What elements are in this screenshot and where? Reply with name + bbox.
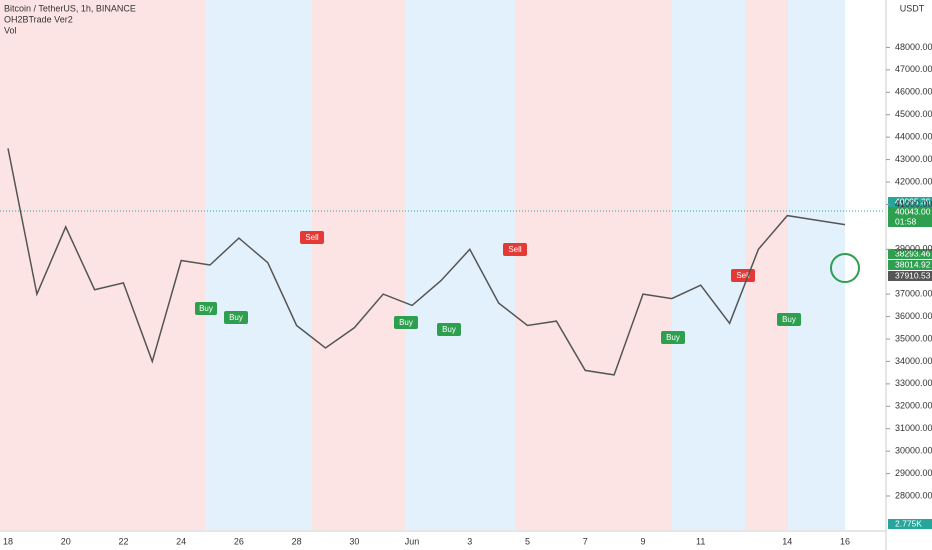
price-badge: 40043.00 [895,206,931,216]
y-tick-label: 34000.00 [895,356,932,366]
x-tick-label: 14 [782,536,792,546]
y-tick-label: 31000.00 [895,423,932,433]
price-badge: 37910.53 [895,270,931,280]
y-tick-label: 46000.00 [895,87,932,97]
y-tick-label: 43000.00 [895,154,932,164]
y-tick-label: 45000.00 [895,109,932,119]
x-tick-label: 20 [61,536,71,546]
x-tick-label: 7 [583,536,588,546]
price-badge: 38293.46 [895,248,931,258]
highlight-circle [830,253,860,283]
y-tick-label: 33000.00 [895,378,932,388]
legend-title: Bitcoin / TetherUS, 1h, BINANCE [4,3,136,13]
y-tick-label: 30000.00 [895,446,932,456]
x-tick-label: 5 [525,536,530,546]
y-tick-label: 36000.00 [895,311,932,321]
y-tick-label: 48000.00 [895,42,932,52]
y-tick-label: 39000.00 [895,244,932,254]
legend-indicator: OH2BTrade Ver2 [4,14,73,24]
signal-label: Sell [508,245,522,254]
signal-label: Buy [229,313,243,322]
x-tick-label: 16 [840,536,850,546]
currency-label: USDT [900,3,925,13]
y-tick-label: 37000.00 [895,289,932,299]
x-tick-label: 30 [349,536,359,546]
x-tick-label: 9 [640,536,645,546]
signal-label: Buy [666,333,680,342]
y-tick-label: 41000.00 [895,199,932,209]
x-tick-label: 28 [292,536,302,546]
price-badges: 40095.39 40043.00 01:58 38293.46 38014.9… [888,196,932,529]
x-tick-label: 24 [176,536,186,546]
signals: Buy Buy Sell Buy Buy Sell Buy Sell Buy [195,231,801,344]
y-tick-label: 42000.00 [895,176,932,186]
background-bands [0,0,845,530]
signal-label: Buy [199,304,213,313]
signal-label: Sell [736,271,750,280]
y-tick-label: 35000.00 [895,333,932,343]
price-badge: 38014.92 [895,259,931,269]
y-tick-label: 32000.00 [895,401,932,411]
price-badge: 40095.39 [895,196,931,206]
price-line [7,148,846,376]
x-tick-label: 11 [696,536,705,546]
x-tick-label: Jun [405,536,420,546]
signal-label: Buy [399,318,413,327]
y-tick-label: 44000.00 [895,132,932,142]
signal-label: Buy [442,325,456,334]
x-tick-label: 26 [234,536,244,546]
x-tick-label: 18 [3,536,13,546]
legend-volume: Vol [4,25,17,35]
price-badge: 2.775K [895,518,922,528]
y-tick-label: 47000.00 [895,64,932,74]
signal-label: Buy [782,315,796,324]
y-tick-label: 29000.00 [895,468,932,478]
y-tick-label: 28000.00 [895,490,932,500]
signal-label: Sell [305,233,319,242]
price-badge: 01:58 [895,216,917,226]
x-tick-label: 3 [467,536,472,546]
x-tick-label: 22 [118,536,128,546]
